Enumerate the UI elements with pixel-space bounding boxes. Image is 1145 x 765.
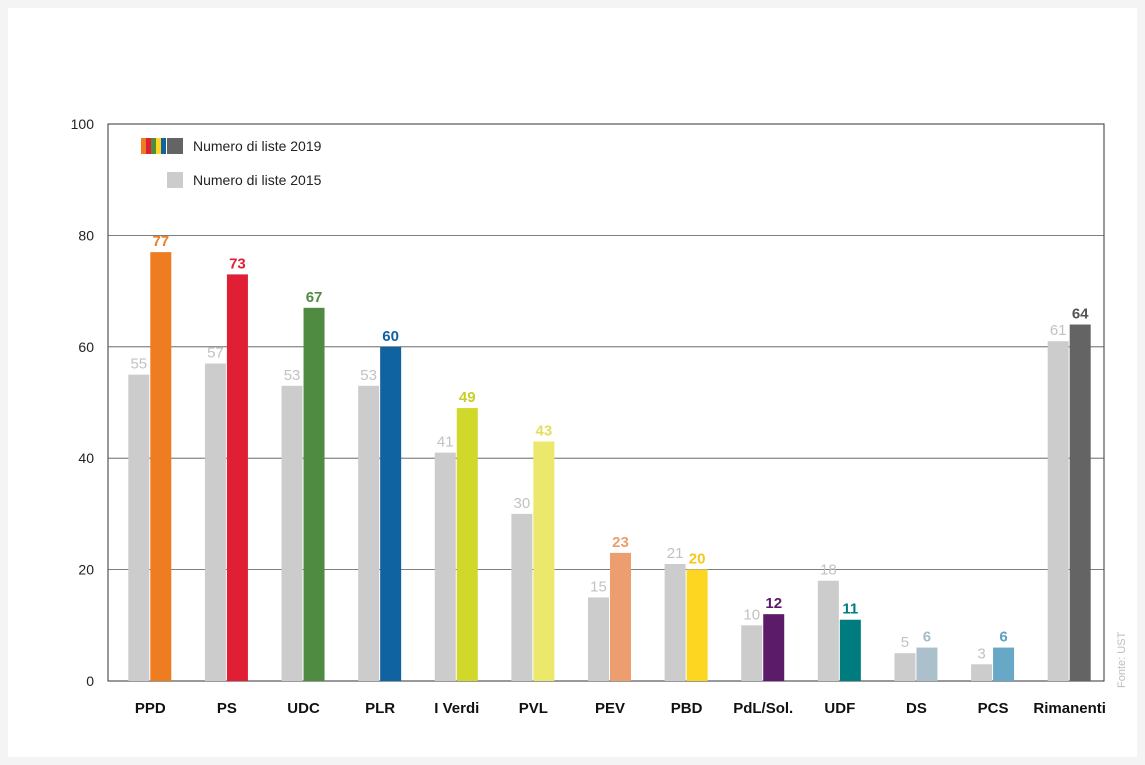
x-tick-label: PdL/Sol. [733,700,793,717]
bar-2015 [971,664,993,681]
data-label-2019: 20 [689,551,706,568]
x-tick-label: PCS [978,700,1009,717]
bar-2015 [1047,341,1069,681]
data-label-2019: 67 [306,289,323,306]
data-label-2015: 53 [360,367,377,384]
y-tick-label: 60 [78,339,94,355]
bar-2015 [358,385,380,681]
bar-2019 [533,441,555,681]
bar-2019 [686,569,708,681]
data-label-2019: 12 [765,595,782,612]
bar-2019 [150,252,172,682]
bar-2019 [303,307,325,681]
bar-2015 [664,564,686,681]
legend-swatch-stripe [151,138,156,154]
x-tick-label: UDF [824,700,855,717]
data-label-2015: 15 [590,578,607,595]
bar-2015 [204,363,226,681]
data-label-2015: 55 [130,356,147,373]
data-label-2015: 21 [667,545,684,562]
source-note: Fonte: UST [1116,631,1128,688]
x-tick-label: I Verdi [434,700,479,717]
data-label-2015: 53 [284,367,301,384]
bar-2019 [839,619,861,681]
x-tick-label: DS [906,700,927,717]
chart-card: 0 20 40 60 80 100 55 77 PPD 57 73 PS 53 67 UDC 53 60 PLR 4… [8,8,1137,757]
x-tick-label: PLR [365,700,395,717]
data-label-2019: 49 [459,389,476,406]
bar-2019 [226,274,248,681]
y-tick-label: 40 [78,450,94,466]
legend-label-2015: Numero di liste 2015 [193,172,322,188]
legend-swatch-stripe [146,138,151,154]
data-label-2019: 43 [536,422,553,439]
y-tick-label: 100 [71,116,95,132]
bar-2015 [281,385,303,681]
y-tick-label: 0 [86,673,94,689]
data-label-2015: 57 [207,345,224,362]
data-label-2019: 64 [1072,306,1089,323]
x-tick-label: PEV [595,700,625,717]
bar-2015 [588,597,609,681]
data-label-2019: 23 [612,534,629,551]
bar-2019 [993,647,1015,681]
x-tick-label: PS [217,700,237,717]
bar-2015 [511,513,533,681]
data-label-2015: 61 [1050,322,1067,339]
bar-2015 [894,653,916,681]
data-label-2019: 60 [382,328,399,345]
x-tick-label: PBD [671,700,703,717]
legend-swatch-stripe [167,138,183,154]
data-label-2019: 6 [923,629,931,646]
legend-swatch-stripe [161,138,166,154]
data-label-2015: 41 [437,434,454,451]
legend-label-2019: Numero di liste 2019 [193,138,322,154]
data-label-2019: 77 [152,233,169,250]
bar-2015 [817,580,839,681]
legend-item-2019: Numero di liste 2019 [141,138,321,154]
legend-item-2015: Numero di liste 2015 [141,172,321,188]
bar-2015 [741,625,763,681]
bar-2019 [1069,324,1091,681]
bar-2015 [128,374,150,681]
x-tick-label: PPD [135,700,166,717]
data-label-2019: 11 [842,601,858,618]
bar-2019 [456,408,478,681]
data-label-2019: 73 [229,255,246,272]
x-tick-label: PVL [519,700,548,717]
y-tick-label: 20 [78,562,94,578]
bar-2019 [916,647,938,681]
bar-2015 [434,452,456,681]
bar-2019 [763,614,785,681]
y-tick-label: 80 [78,227,94,243]
bar-chart: 0204060801005577PPD5773PS5367UDC5360PLR4… [71,116,1106,717]
data-label-2015: 3 [977,645,985,662]
data-label-2015: 18 [820,562,837,579]
data-label-2015: 10 [743,606,760,623]
bar-2019 [610,552,631,681]
data-label-2019: 6 [999,629,1007,646]
legend-swatch-2015 [141,172,183,188]
legend-swatch-stripe [156,138,161,154]
data-label-2015: 5 [901,634,909,651]
x-tick-label: Rimanenti [1033,700,1106,717]
legend-swatch-stripe [141,138,146,154]
bar-2019 [380,346,402,681]
x-tick-label: UDC [287,700,320,717]
data-label-2015: 30 [514,495,531,512]
legend-swatch-2019 [141,138,183,154]
